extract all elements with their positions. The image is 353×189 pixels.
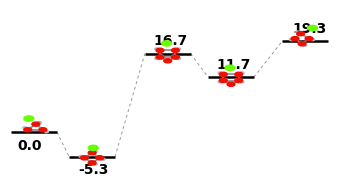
Circle shape xyxy=(218,72,222,74)
Circle shape xyxy=(39,128,47,132)
Circle shape xyxy=(88,161,96,165)
Circle shape xyxy=(88,151,96,155)
Circle shape xyxy=(227,82,235,86)
Circle shape xyxy=(160,50,163,51)
Circle shape xyxy=(172,48,179,52)
Circle shape xyxy=(88,145,98,150)
Circle shape xyxy=(24,128,32,132)
Text: 0.0: 0.0 xyxy=(18,139,42,153)
Circle shape xyxy=(164,59,172,63)
Circle shape xyxy=(291,37,299,41)
Circle shape xyxy=(299,42,303,43)
Circle shape xyxy=(162,41,172,46)
Circle shape xyxy=(32,122,40,126)
Circle shape xyxy=(89,152,92,154)
Circle shape xyxy=(172,55,179,59)
Circle shape xyxy=(93,150,97,153)
Circle shape xyxy=(37,122,41,124)
Circle shape xyxy=(305,37,313,41)
Circle shape xyxy=(84,157,88,159)
Circle shape xyxy=(235,78,243,83)
Circle shape xyxy=(176,48,181,50)
Circle shape xyxy=(295,37,299,39)
Circle shape xyxy=(156,55,164,59)
Circle shape xyxy=(218,81,222,83)
Text: 19.3: 19.3 xyxy=(293,22,327,36)
Circle shape xyxy=(307,25,317,31)
Circle shape xyxy=(89,161,92,163)
Text: -5.3: -5.3 xyxy=(78,163,108,177)
Circle shape xyxy=(297,32,305,36)
Circle shape xyxy=(235,72,243,76)
Circle shape xyxy=(32,123,36,125)
Circle shape xyxy=(311,39,315,41)
Circle shape xyxy=(79,155,83,158)
Circle shape xyxy=(44,131,48,133)
Circle shape xyxy=(160,55,163,57)
Circle shape xyxy=(296,31,300,33)
Circle shape xyxy=(80,156,88,160)
Circle shape xyxy=(28,129,31,131)
Circle shape xyxy=(235,74,239,75)
Circle shape xyxy=(225,65,235,70)
Circle shape xyxy=(298,42,306,46)
Circle shape xyxy=(223,74,227,75)
Circle shape xyxy=(235,78,239,80)
Text: 11.7: 11.7 xyxy=(217,57,251,71)
Circle shape xyxy=(306,37,309,39)
Circle shape xyxy=(240,72,244,74)
Circle shape xyxy=(172,55,176,57)
Circle shape xyxy=(23,127,27,129)
Circle shape xyxy=(176,57,181,60)
Text: 16.7: 16.7 xyxy=(154,34,188,48)
Circle shape xyxy=(96,156,104,160)
Circle shape xyxy=(93,163,97,165)
Circle shape xyxy=(39,127,43,129)
Circle shape xyxy=(300,33,304,35)
Circle shape xyxy=(101,158,105,160)
Circle shape xyxy=(155,48,159,50)
Circle shape xyxy=(96,156,100,158)
Circle shape xyxy=(155,57,159,60)
Circle shape xyxy=(289,39,293,41)
Circle shape xyxy=(303,44,307,46)
Circle shape xyxy=(156,48,164,52)
Circle shape xyxy=(219,78,227,83)
Circle shape xyxy=(24,116,34,121)
Circle shape xyxy=(223,78,227,80)
Circle shape xyxy=(240,81,244,83)
Circle shape xyxy=(219,72,227,76)
Circle shape xyxy=(172,50,176,51)
